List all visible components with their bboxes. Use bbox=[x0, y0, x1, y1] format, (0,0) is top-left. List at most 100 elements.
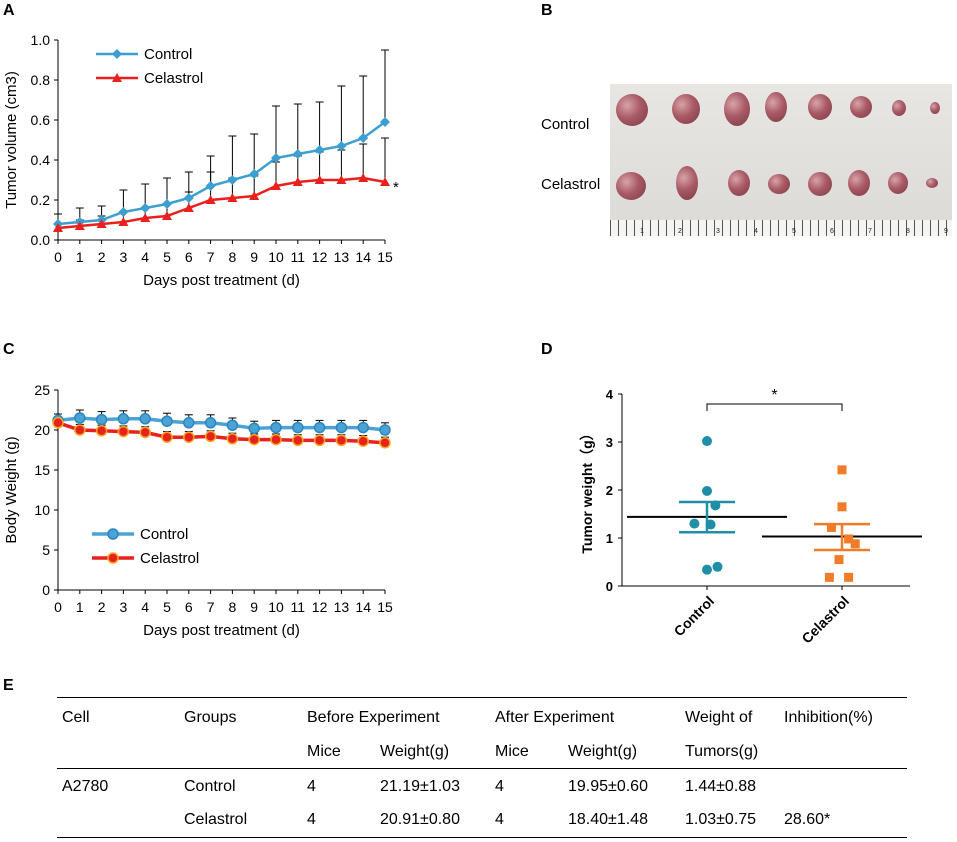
x-tick-label: 15 bbox=[377, 599, 393, 615]
tumor-control-2 bbox=[672, 94, 700, 124]
subcol-after-mice: Mice bbox=[495, 743, 529, 760]
x-tick-label: 8 bbox=[229, 599, 237, 615]
legend-marker bbox=[112, 49, 122, 59]
y-tick-label: 10 bbox=[34, 502, 50, 518]
x-tick-label: 4 bbox=[141, 599, 149, 615]
data-point-celastrol bbox=[74, 221, 85, 230]
x-tick-label: 9 bbox=[250, 249, 258, 265]
tumor-control-4 bbox=[765, 92, 787, 122]
data-point-celastrol bbox=[313, 434, 326, 447]
data-point-celastrol bbox=[271, 181, 281, 190]
data-point-control bbox=[226, 419, 239, 431]
data-table: Cell Groups Before Experiment After Expe… bbox=[57, 697, 907, 837]
data-point-celastrol bbox=[52, 417, 64, 429]
tumor-volume-chart: 0.00.20.40.60.81.00 1 2 3 4 5 6 7 8 9 10 11 12 13 14 15… bbox=[3, 32, 399, 289]
tumor-control-5 bbox=[808, 94, 832, 120]
x-tick-label: 12 bbox=[312, 599, 328, 615]
ruler-number: 3 bbox=[716, 228, 720, 235]
data-point-control bbox=[702, 564, 712, 575]
data-point-control bbox=[74, 412, 86, 424]
data-point-control bbox=[702, 436, 712, 447]
x-tick-label: 0 bbox=[54, 599, 62, 615]
tumor-control-3 bbox=[724, 92, 750, 126]
subcol-tumors: Tumors(g) bbox=[685, 743, 759, 760]
tumor-control-1 bbox=[616, 94, 648, 126]
x-tick-label: 5 bbox=[163, 599, 171, 615]
data-point-control bbox=[161, 415, 173, 427]
significance-bracket bbox=[706, 403, 843, 411]
table-cell: 4 bbox=[495, 811, 504, 828]
table-cell: A2780 bbox=[62, 778, 109, 795]
data-point-celastrol bbox=[824, 572, 834, 582]
data-point-control bbox=[162, 199, 172, 209]
data-point-celastrol bbox=[162, 211, 172, 220]
data-point-celastrol bbox=[183, 431, 195, 443]
x-tick-label: 2 bbox=[98, 599, 106, 615]
data-point-celastrol bbox=[205, 195, 216, 204]
y-tick-label: 0.0 bbox=[31, 232, 51, 248]
legend-label-control: Control bbox=[140, 526, 188, 543]
x-tick-label: 11 bbox=[291, 249, 306, 265]
data-point-control bbox=[689, 518, 700, 529]
x-tick-label: Celastrol bbox=[798, 593, 852, 647]
col-groups: Groups bbox=[184, 709, 237, 726]
table-cell: 18.40±1.48 bbox=[568, 811, 648, 828]
data-point-celastrol bbox=[827, 522, 836, 532]
table-cell: 1.44±0.88 bbox=[685, 778, 757, 795]
y-tick-label: 0 bbox=[606, 579, 613, 594]
tumor-celastrol-3 bbox=[728, 170, 750, 196]
tumor-celastrol-1 bbox=[616, 172, 646, 200]
y-tick-label: 0.8 bbox=[31, 72, 51, 88]
photo-label-celastrol: Celastrol bbox=[541, 176, 601, 193]
data-point-celastrol bbox=[336, 175, 347, 184]
tumor-celastrol-8 bbox=[926, 178, 938, 188]
data-point-celastrol bbox=[292, 177, 303, 186]
x-tick-label: Control bbox=[671, 593, 718, 640]
table-bottom-rule bbox=[57, 837, 907, 838]
tumor-photo: 1 2 3 4 5 6 7 8 9 bbox=[610, 84, 952, 236]
data-point-celastrol bbox=[53, 223, 63, 232]
data-point-control bbox=[712, 561, 723, 572]
col-inhibition: Inhibition(%) bbox=[784, 709, 873, 726]
legend-marker bbox=[112, 73, 122, 82]
x-tick-label: 13 bbox=[334, 249, 350, 265]
tumor-celastrol-7 bbox=[888, 172, 908, 194]
y-tick-label: 20 bbox=[34, 422, 50, 438]
ruler-number: 1 bbox=[640, 228, 644, 235]
data-point-control bbox=[271, 153, 281, 163]
y-tick-label: 0.4 bbox=[31, 152, 51, 168]
data-point-celastrol bbox=[204, 430, 217, 443]
ruler-number: 6 bbox=[830, 228, 834, 235]
data-point-control bbox=[358, 133, 369, 143]
panel-label-b: B bbox=[541, 2, 553, 19]
data-point-control bbox=[95, 413, 108, 426]
ruler-number: 4 bbox=[754, 228, 758, 235]
y-tick-label: 0.2 bbox=[31, 192, 51, 208]
subcol-after-weight: Weight(g) bbox=[568, 743, 638, 760]
x-tick-label: 1 bbox=[76, 249, 84, 265]
legend-label-celastrol: Celastrol bbox=[144, 70, 203, 87]
x-tick-label: 1 bbox=[76, 599, 84, 615]
y-tick-label: 1.0 bbox=[31, 32, 51, 48]
table-cell: Celastrol bbox=[184, 811, 248, 828]
data-point-celastrol bbox=[118, 217, 129, 226]
data-point-control bbox=[249, 169, 260, 179]
table-cell: 1.03±0.75 bbox=[685, 811, 757, 828]
x-tick-label: 0 bbox=[54, 249, 62, 265]
ruler-number: 7 bbox=[868, 228, 872, 235]
x-tick-label: 11 bbox=[291, 599, 306, 615]
data-point-celastrol bbox=[844, 572, 854, 582]
significance-marker: * bbox=[393, 179, 399, 196]
data-point-celastrol bbox=[379, 437, 391, 449]
x-tick-label: 12 bbox=[312, 249, 328, 265]
data-point-celastrol bbox=[850, 539, 860, 549]
data-point-control bbox=[140, 203, 151, 213]
data-point-control bbox=[313, 421, 326, 434]
legend-marker bbox=[107, 528, 119, 540]
data-point-control bbox=[710, 500, 721, 511]
tumor-control-8 bbox=[930, 102, 940, 114]
series-line-celastrol bbox=[57, 176, 386, 230]
x-tick-label: 3 bbox=[120, 249, 128, 265]
data-point-control bbox=[139, 413, 151, 425]
data-point-celastrol bbox=[314, 175, 325, 184]
